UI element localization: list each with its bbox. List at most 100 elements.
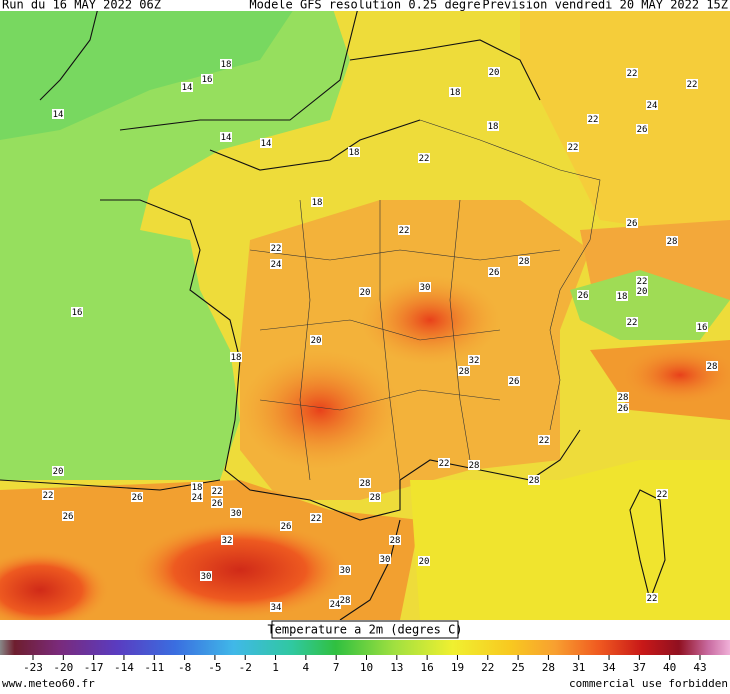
contour-label: 28 bbox=[360, 479, 371, 489]
colorbar-tick-label: 10 bbox=[360, 661, 373, 674]
colorbar-tick-label: 34 bbox=[602, 661, 616, 674]
colorbar-tick-label: -5 bbox=[208, 661, 221, 674]
contour-label-box bbox=[181, 82, 193, 92]
contour-label: 30 bbox=[380, 555, 391, 565]
contour-label-box bbox=[369, 492, 381, 502]
contour-label: 32 bbox=[222, 536, 233, 546]
heat-spot bbox=[240, 350, 400, 470]
contour-label: 30 bbox=[340, 566, 351, 576]
colorbar-tick-label: 25 bbox=[511, 661, 524, 674]
contour-label: 28 bbox=[618, 393, 629, 403]
contour-label-box bbox=[458, 366, 470, 376]
contour-label-box bbox=[577, 290, 589, 300]
colorbar-tick-label: 40 bbox=[663, 661, 676, 674]
north-sea-zone bbox=[0, 0, 300, 140]
contour-label-box bbox=[508, 376, 520, 386]
contour-label: 22 bbox=[212, 487, 223, 497]
colorbar-tick-label: -23 bbox=[23, 661, 43, 674]
contour-label-box bbox=[616, 291, 628, 301]
colorbar-tick-label: 13 bbox=[390, 661, 403, 674]
colorbar-tick-label: -17 bbox=[84, 661, 104, 674]
contour-label-box bbox=[52, 466, 64, 476]
heat-spot bbox=[620, 345, 730, 405]
colorbar-ticks: -23 -20 -17 -14 -11 -8 -5 -2 1 4 7 10 13 16 19 22 25 28 31… bbox=[23, 655, 707, 674]
contour-label: 18 bbox=[312, 198, 323, 208]
contour-label: 26 bbox=[281, 522, 292, 532]
contour-label: 18 bbox=[192, 483, 203, 493]
contour-label: 22 bbox=[588, 115, 599, 125]
contour-label-box bbox=[230, 352, 242, 362]
contour-label-box bbox=[528, 475, 540, 485]
contour-label: 22 bbox=[399, 226, 410, 236]
contour-label: 26 bbox=[637, 125, 648, 135]
contour-label-box bbox=[329, 599, 341, 609]
contour-label-box bbox=[636, 286, 648, 296]
contour-label-box bbox=[310, 513, 322, 523]
contour-label: 32 bbox=[469, 356, 480, 366]
contour-label-box bbox=[191, 492, 203, 502]
legend-title: Temperature a 2m (degres C) bbox=[267, 623, 462, 637]
legend-title-box bbox=[271, 620, 459, 639]
colorbar-tick-label: -20 bbox=[53, 661, 73, 674]
contour-label: 18 bbox=[231, 353, 242, 363]
contour-label: 26 bbox=[509, 377, 520, 387]
contour-label: 22 bbox=[271, 244, 282, 254]
colorbar-tick-label: 28 bbox=[542, 661, 555, 674]
contour-label: 22 bbox=[687, 80, 698, 90]
footer-notice: commercial use forbidden bbox=[569, 677, 728, 690]
colorbar-tick-label: 37 bbox=[633, 661, 646, 674]
contour-label: 26 bbox=[627, 219, 638, 229]
contour-label: 20 bbox=[53, 467, 64, 477]
contour-label: 14 bbox=[182, 83, 193, 93]
contour-label-box bbox=[230, 508, 242, 518]
contour-label: 22 bbox=[311, 514, 322, 524]
contour-label: 22 bbox=[657, 490, 668, 500]
contour-label-box bbox=[706, 361, 718, 371]
contour-label-box bbox=[438, 458, 450, 468]
contour-label: 14 bbox=[261, 139, 272, 149]
colorbar-tick-label: 31 bbox=[572, 661, 585, 674]
contour-label-box bbox=[636, 276, 648, 286]
contour-label-box bbox=[131, 492, 143, 502]
contour-label-box bbox=[626, 68, 638, 78]
contour-label: 26 bbox=[618, 404, 629, 414]
heat-spot bbox=[0, 550, 110, 630]
contour-label: 26 bbox=[212, 499, 223, 509]
contour-label-box bbox=[418, 153, 430, 163]
contour-label: 18 bbox=[488, 122, 499, 132]
contour-label-box bbox=[339, 595, 351, 605]
colorbar-tick-label: 1 bbox=[272, 661, 279, 674]
contour-label-box bbox=[487, 121, 499, 131]
contour-label-box bbox=[646, 100, 658, 110]
contour-label-box bbox=[468, 460, 480, 470]
model-text: Modele GFS resolution 0.25 degre bbox=[249, 0, 480, 12]
contour-label-box bbox=[567, 142, 579, 152]
contour-label: 18 bbox=[221, 60, 232, 70]
contour-label-box bbox=[270, 243, 282, 253]
colorbar-tick-label: 16 bbox=[421, 661, 434, 674]
contour-label: 18 bbox=[450, 88, 461, 98]
contour-label: 28 bbox=[469, 461, 480, 471]
contour-label: 20 bbox=[637, 287, 648, 297]
contour-label: 14 bbox=[53, 110, 64, 120]
contour-label-box bbox=[587, 114, 599, 124]
contour-label-box bbox=[359, 478, 371, 488]
colorbar-tick-label: 22 bbox=[481, 661, 494, 674]
contour-label-box bbox=[220, 59, 232, 69]
contour-label-box bbox=[696, 322, 708, 332]
sea-warm-zone bbox=[410, 460, 730, 620]
colorbar-tick-label: -14 bbox=[114, 661, 134, 674]
colorbar-tick-label: -11 bbox=[144, 661, 164, 674]
contour-label: 30 bbox=[201, 572, 212, 582]
contour-label: 20 bbox=[489, 68, 500, 78]
contour-label-box bbox=[468, 355, 480, 365]
contour-label: 16 bbox=[202, 75, 213, 85]
contour-label-box bbox=[211, 498, 223, 508]
contour-label: 22 bbox=[419, 154, 430, 164]
colorbar-tick-label: -8 bbox=[178, 661, 191, 674]
contour-label: 28 bbox=[529, 476, 540, 486]
contour-label: 24 bbox=[330, 600, 341, 610]
